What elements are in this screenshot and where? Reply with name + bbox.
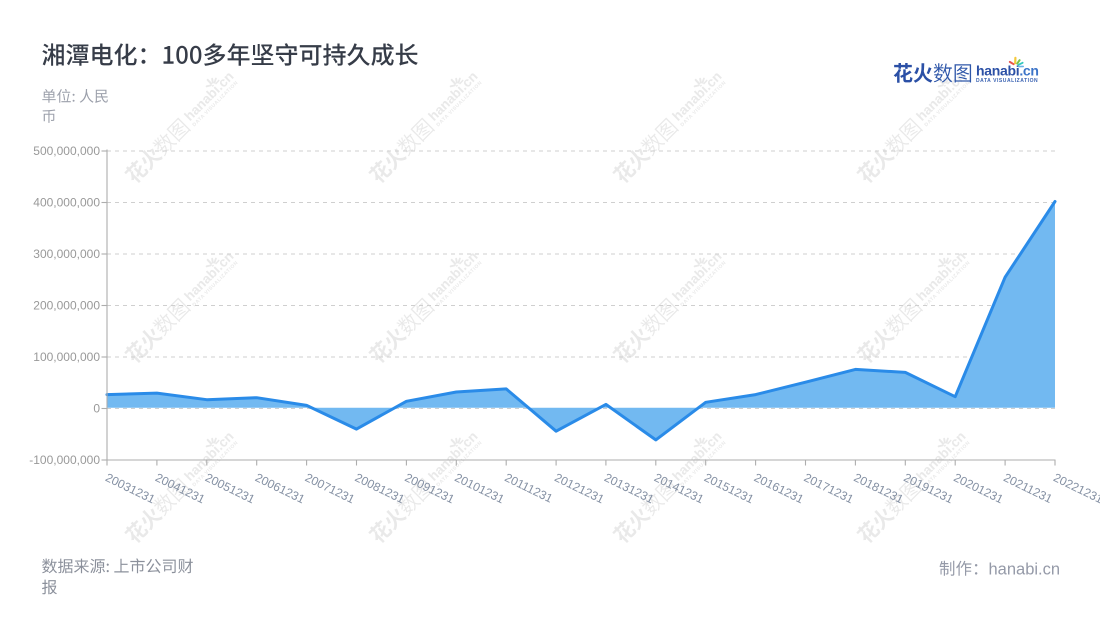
svg-text:500,000,000: 500,000,000 bbox=[33, 144, 100, 158]
svg-text:hanabi.cn: hanabi.cn bbox=[989, 561, 1061, 579]
svg-text:-100,000,000: -100,000,000 bbox=[29, 453, 100, 467]
svg-text:hanabi.cn: hanabi.cn bbox=[976, 62, 1039, 78]
svg-text:400,000,000: 400,000,000 bbox=[33, 196, 100, 210]
svg-text:200,000,000: 200,000,000 bbox=[33, 299, 100, 313]
svg-text:100,000,000: 100,000,000 bbox=[33, 350, 100, 364]
svg-text:0: 0 bbox=[93, 402, 100, 416]
svg-text:300,000,000: 300,000,000 bbox=[33, 247, 100, 261]
svg-text:DATA VISUALIZATION: DATA VISUALIZATION bbox=[976, 78, 1038, 84]
